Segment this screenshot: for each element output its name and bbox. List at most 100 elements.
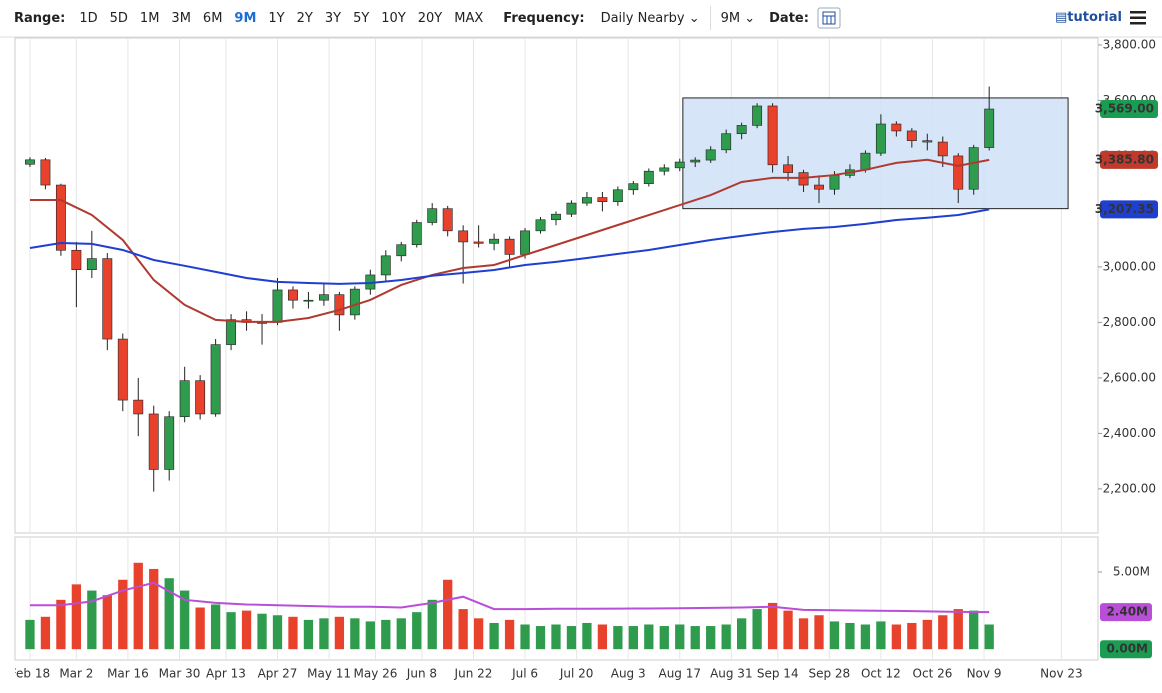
candle-body [875, 123, 886, 154]
volume-bar [752, 609, 762, 650]
value-badge-label: 3,207.35 [1095, 202, 1154, 216]
candle-body [442, 208, 453, 232]
period-select[interactable]: 9M ⌄ [720, 10, 756, 26]
volume-bar [164, 578, 174, 650]
menu-button[interactable] [1130, 11, 1146, 25]
calendar-button[interactable] [817, 7, 841, 29]
x-tick-label: Oct 12 [861, 667, 901, 681]
value-badge [1100, 100, 1158, 119]
range-label: Range: [14, 10, 66, 26]
volume-bar [443, 579, 453, 650]
candle-body [690, 159, 701, 163]
candle-body [705, 149, 716, 161]
candle-body [535, 219, 546, 232]
candle-body [767, 105, 778, 166]
candle-body [612, 189, 623, 203]
volume-bar [365, 621, 375, 650]
range-button[interactable]: 20Y [417, 10, 443, 26]
candle-body [752, 105, 763, 126]
candle-body [953, 155, 964, 190]
price-pane [14, 37, 1099, 534]
volume-bar [257, 613, 267, 650]
candle-body [396, 244, 407, 257]
frequency-label: Frequency: [503, 10, 585, 26]
volume-bar [938, 615, 948, 650]
separator [709, 6, 711, 30]
x-tick-label: May 26 [354, 667, 398, 681]
frequency-select[interactable]: Daily Nearby ⌄ [600, 10, 700, 26]
volume-bar [597, 624, 608, 650]
volume-bar [427, 599, 437, 650]
volume-pane [14, 536, 1099, 661]
y-tick-label: 2,400.00 [1103, 426, 1156, 440]
candle-body [411, 222, 422, 246]
range-button[interactable]: 2Y [296, 10, 313, 26]
x-tick-label: Feb 18 [10, 667, 50, 681]
period-value: 9M [720, 10, 741, 26]
volume-bar [582, 622, 592, 650]
candle-body [272, 289, 283, 323]
range-button[interactable]: MAX [454, 10, 484, 26]
volume-bar [396, 618, 406, 650]
tutorial-link[interactable]: ▤tutorial [1054, 10, 1122, 25]
value-badge-label: 3,385.80 [1095, 152, 1154, 166]
volume-bar [473, 618, 484, 650]
x-tick-label: Apr 13 [206, 667, 246, 681]
moving-average [29, 158, 990, 323]
candle-body [860, 152, 871, 171]
volume-bar [566, 626, 577, 650]
volume-bar [504, 619, 515, 650]
volume-bar [953, 609, 963, 650]
range-button[interactable]: 1Y [268, 10, 285, 26]
range-button[interactable]: 1M [139, 10, 160, 26]
range-button[interactable]: 10Y [381, 10, 406, 26]
volume-bar [241, 610, 252, 650]
candle-body [937, 141, 948, 157]
volume-bar [798, 618, 809, 650]
volume-bar [829, 621, 840, 650]
candle-body [721, 133, 732, 151]
candle-body [226, 319, 237, 345]
candle-body [968, 147, 979, 190]
candle-body [473, 241, 484, 244]
volume-bar [102, 595, 112, 650]
volume-bar [644, 624, 654, 650]
candle-body [814, 184, 824, 190]
volume-bar [907, 622, 917, 650]
value-badge [1100, 640, 1152, 659]
range-button[interactable]: 3Y [324, 10, 342, 26]
volume-bar [226, 612, 236, 650]
volume-bar [845, 622, 855, 650]
candle-body [86, 258, 97, 270]
candle-body [659, 167, 670, 172]
range-button[interactable]: 9M [234, 10, 257, 26]
range-button[interactable]: 3M [171, 10, 191, 26]
candle-body [597, 197, 608, 203]
x-axis: Feb 18 Mar 2 Mar 16 Mar 30 Apr 13 Apr 27 May 1… [10, 667, 1083, 681]
candle-body [179, 380, 190, 418]
candle-body [102, 258, 113, 340]
x-tick-label: Mar 30 [159, 667, 201, 681]
x-tick-label: Nov 23 [1040, 667, 1083, 681]
candle-body [489, 238, 500, 244]
volume-bar [272, 615, 283, 650]
candle-body [133, 399, 144, 415]
volume-bar [56, 599, 66, 650]
x-tick-label: Jun 22 [454, 667, 493, 681]
range-button[interactable]: 5Y [353, 10, 370, 26]
x-tick-label: Oct 26 [913, 667, 953, 681]
volume-bar [551, 624, 561, 650]
volume-bar [767, 602, 778, 650]
range-button[interactable]: 1D [79, 10, 98, 26]
candle-body [551, 213, 561, 221]
candle-body [318, 294, 329, 301]
frequency-value: Daily Nearby [600, 10, 685, 26]
candle-body [40, 159, 51, 186]
candle-body [148, 413, 159, 470]
range-group: 1D 5D 1M 3M 6M 9M 1Y 2Y 3Y 5Y 10Y 20Y MAX [73, 11, 489, 26]
annotation-box [682, 97, 1069, 210]
range-button[interactable]: 5D [109, 10, 128, 26]
range-button[interactable]: 6M [202, 10, 223, 26]
